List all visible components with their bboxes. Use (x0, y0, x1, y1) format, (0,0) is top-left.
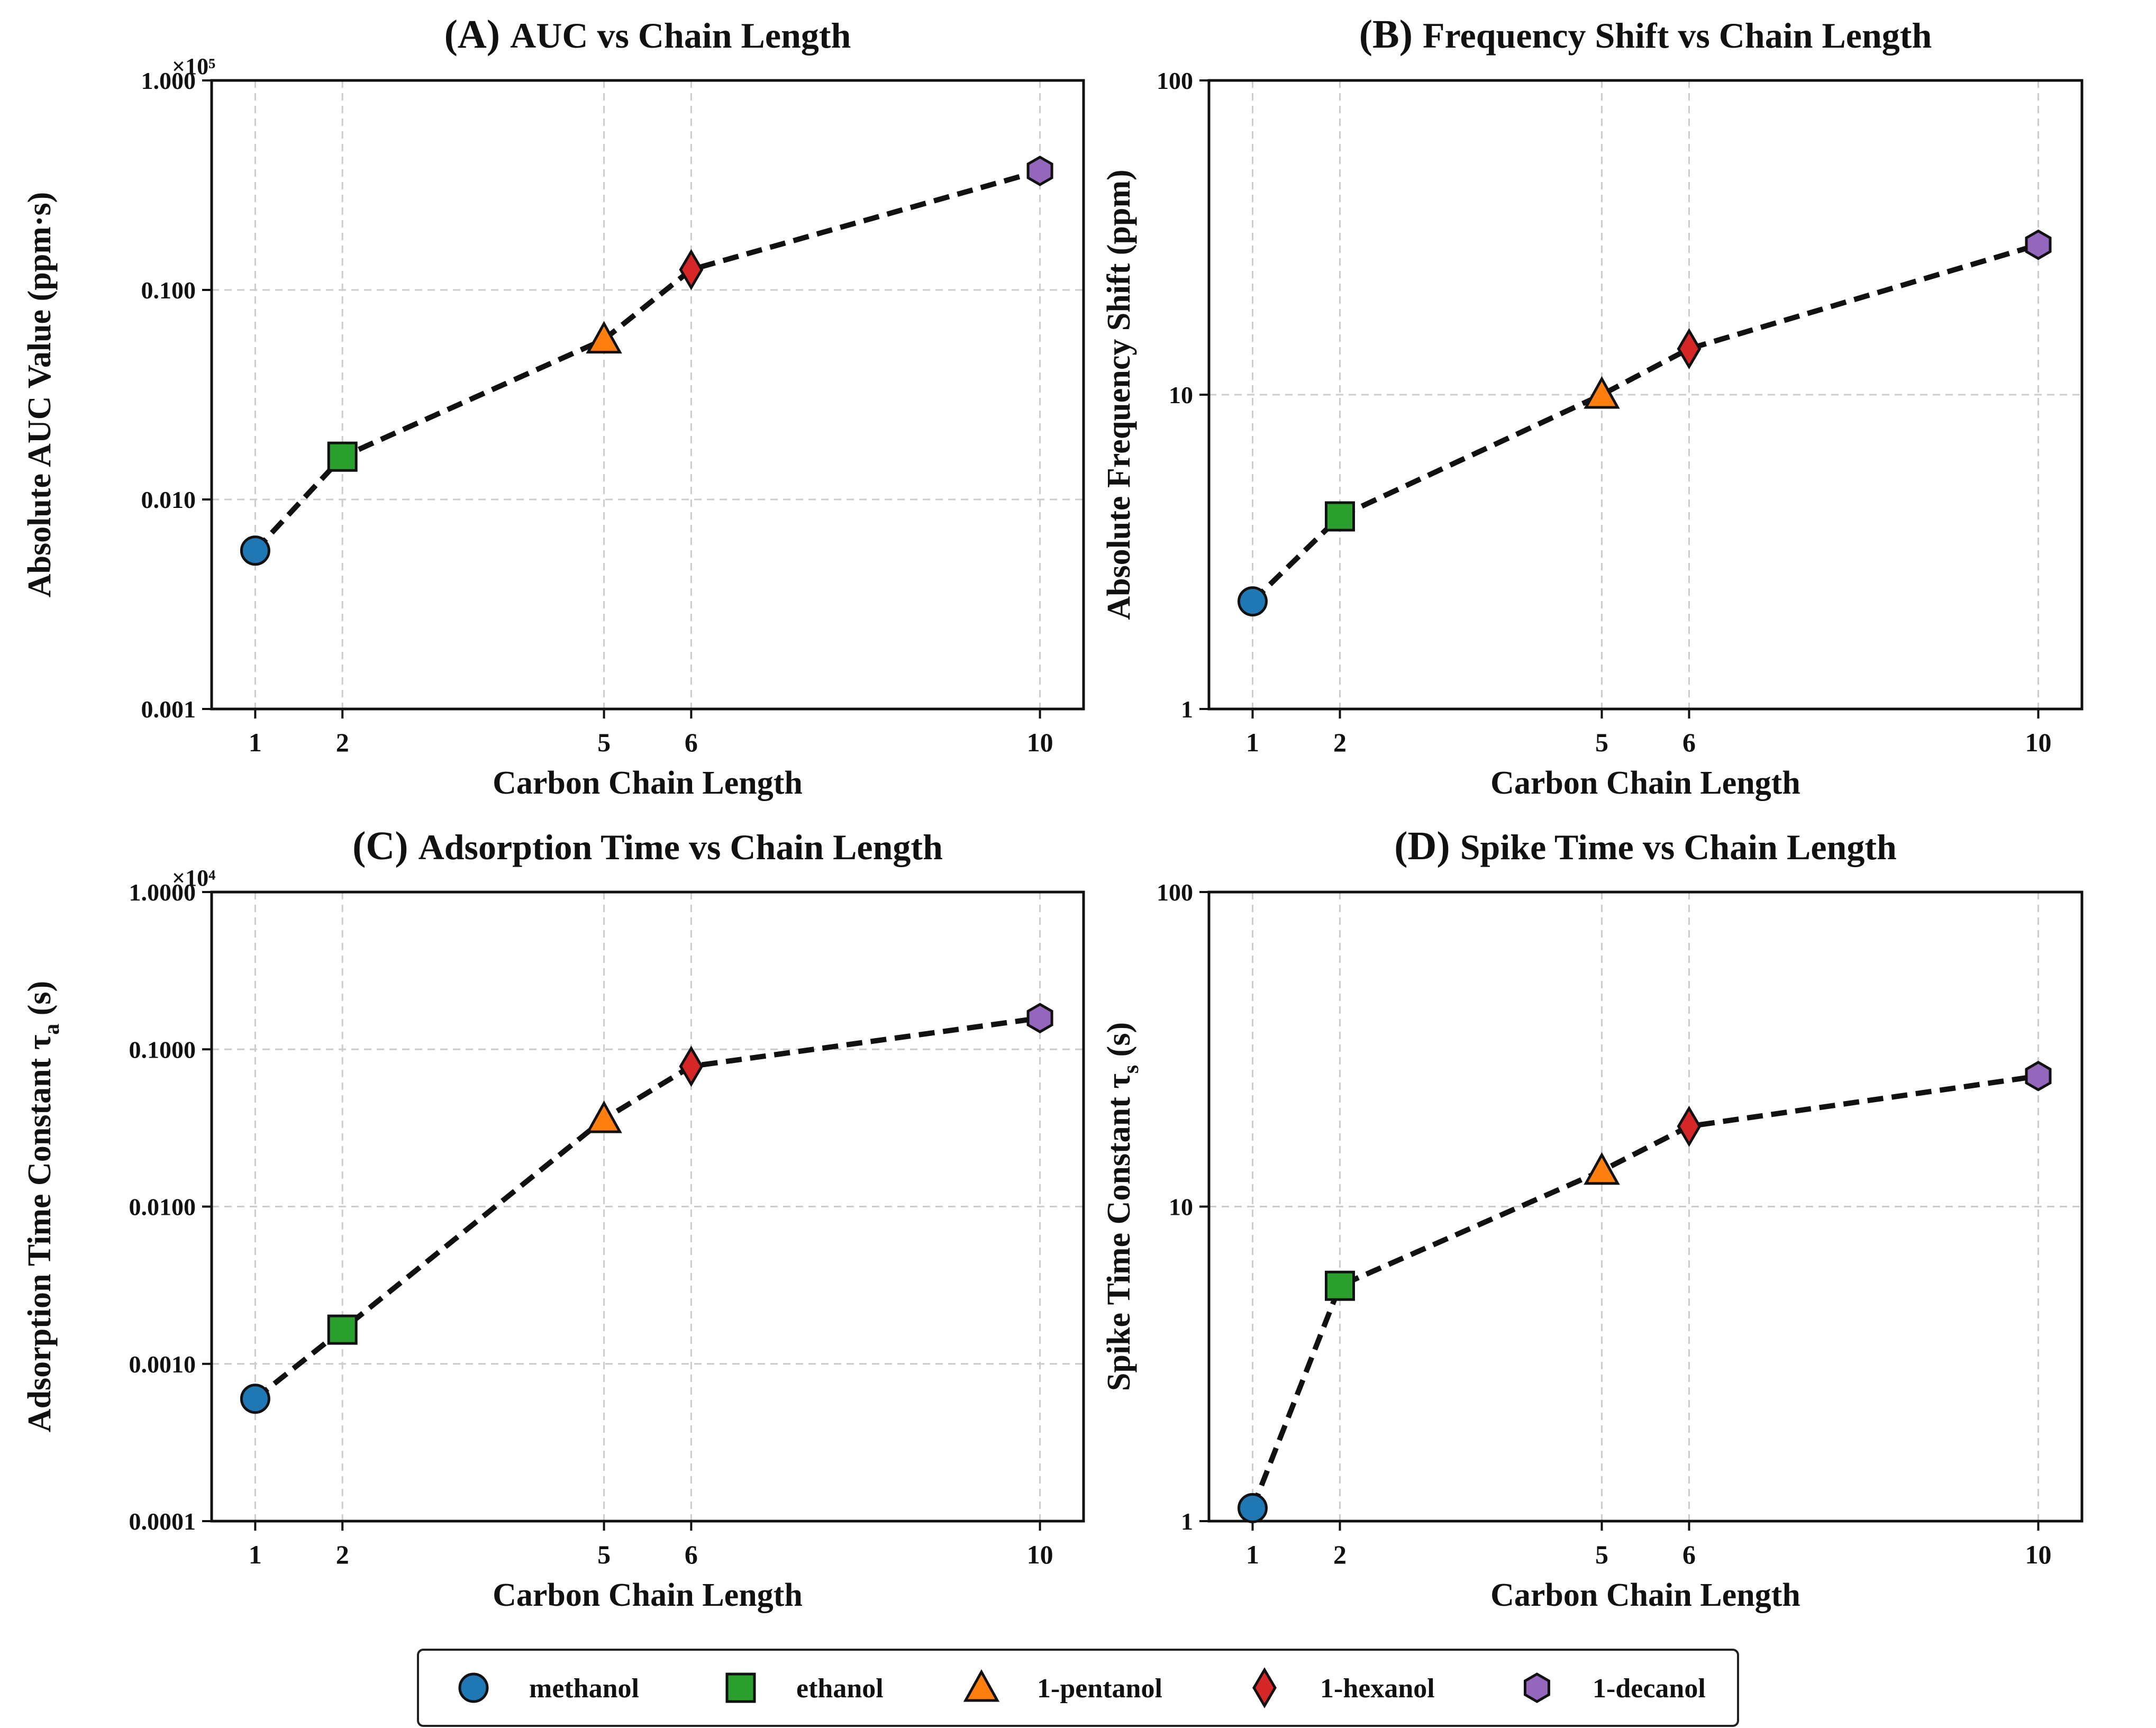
legend-label: 1-hexanol (1320, 1674, 1435, 1704)
legend-item-1-pentanol: 1-pentanol (963, 1669, 1162, 1704)
panel-title: (B) Frequency Shift vs Chain Length (1359, 12, 1932, 57)
y-offset-label: ×10⁴ (172, 865, 215, 891)
y-tick-label: 0.010 (141, 486, 196, 513)
y-tick-label: 10 (1169, 381, 1193, 408)
legend-marker-triangle-icon (963, 1669, 1000, 1702)
x-axis-label: Carbon Chain Length (1490, 765, 1800, 801)
y-tick-label: 1.000 (141, 67, 196, 94)
data-point-1-hexanol (1677, 1105, 1702, 1147)
data-point-1-pentanol (586, 1100, 622, 1133)
legend-label: methanol (529, 1674, 639, 1704)
series-line (1251, 242, 2039, 604)
data-point-1-decanol (1026, 1003, 1053, 1034)
data-point-1-hexanol (1677, 328, 1702, 370)
x-tick-label: 10 (2025, 727, 2052, 757)
data-point-methanol (1238, 1493, 1268, 1523)
panel-a: 1 2 5 6 10 0.001 0.010 0.100 1.000×10⁵ (A) AUC vs… (22, 12, 1085, 801)
data-point-ethanol (327, 441, 358, 472)
data-point-methanol (240, 535, 270, 566)
legend-marker-diamond-icon (1252, 1667, 1277, 1708)
y-offset-label: ×10⁵ (172, 53, 215, 79)
panel-title: (D) Spike Time vs Chain Length (1394, 824, 1897, 868)
data-point-ethanol (1325, 1270, 1355, 1301)
x-tick-label: 10 (1027, 1540, 1053, 1569)
panel-title: (C) Adsorption Time vs Chain Length (352, 824, 943, 868)
y-tick-label: 0.0001 (129, 1508, 196, 1535)
data-point-methanol (240, 1384, 270, 1414)
legend-item-ethanol: ethanol (725, 1672, 884, 1704)
legend-marker-square-icon (725, 1672, 756, 1703)
y-axis-label: Absolute Frequency Shift (ppm) (1101, 169, 1137, 620)
data-point-ethanol (1325, 501, 1355, 532)
legend-frame (417, 1649, 1739, 1727)
y-tick-label: 1.0000 (129, 879, 196, 906)
x-tick-label: 5 (1595, 1540, 1608, 1569)
y-tick-label: 10 (1169, 1194, 1193, 1221)
legend-marker-circle-icon (458, 1672, 489, 1703)
x-tick-label: 2 (336, 1540, 349, 1569)
legend: methanol ethanol 1-pentanol 1-hexanol 1-deca… (417, 1649, 1739, 1727)
x-tick-label: 1 (249, 1540, 262, 1569)
data-point-1-pentanol (586, 321, 622, 354)
y-axis-label: Absolute AUC Value (ppm·s) (22, 192, 58, 598)
panel-c: 1 2 5 6 10 0.0001 0.0010 0.0100 0.1000 1.0000×10⁴… (22, 824, 1085, 1613)
x-tick-label: 2 (1333, 727, 1347, 757)
data-point-methanol (1238, 586, 1268, 617)
y-tick-label: 100 (1157, 67, 1193, 94)
x-tick-label: 1 (1246, 1540, 1259, 1569)
y-axis-label: Spike Time Constant τs (s) (1101, 1022, 1143, 1391)
y-tick-label: 0.0100 (129, 1194, 196, 1221)
x-tick-label: 1 (1246, 727, 1259, 757)
y-tick-label: 1 (1181, 1508, 1193, 1535)
x-axis-label: Carbon Chain Length (1490, 1577, 1800, 1613)
x-tick-label: 6 (1682, 1540, 1696, 1569)
data-point-ethanol (327, 1314, 358, 1345)
x-tick-label: 6 (1682, 727, 1696, 757)
x-tick-label: 6 (685, 1540, 698, 1569)
data-point-1-decanol (2025, 229, 2052, 260)
x-axis-label: Carbon Chain Length (493, 1577, 803, 1613)
x-tick-label: 6 (685, 727, 698, 757)
x-tick-label: 5 (597, 727, 611, 757)
y-tick-label: 0.100 (141, 277, 196, 304)
panel-b: 1 2 5 6 10 1 10 100 (B) Frequency Shift vs Chain… (1101, 12, 2084, 801)
plot-frame (210, 79, 1085, 711)
x-tick-label: 1 (249, 727, 262, 757)
legend-item-1-hexanol: 1-hexanol (1252, 1667, 1435, 1708)
y-tick-label: 100 (1157, 879, 1193, 906)
legend-label: 1-decanol (1593, 1674, 1706, 1704)
data-point-1-hexanol (679, 249, 704, 290)
x-tick-label: 5 (1595, 727, 1608, 757)
panel-title: (A) AUC vs Chain Length (444, 12, 851, 57)
x-tick-label: 10 (2025, 1540, 2052, 1569)
panel-d: 1 2 5 6 10 1 10 100 (D) Spike Time vs Chain Leng… (1101, 824, 2084, 1613)
x-tick-label: 5 (597, 1540, 611, 1569)
data-point-1-decanol (1026, 156, 1053, 186)
data-point-1-decanol (2025, 1060, 2052, 1092)
legend-item-1-decanol: 1-decanol (1524, 1672, 1706, 1704)
data-point-1-pentanol (1584, 376, 1620, 409)
y-tick-label: 0.0010 (129, 1351, 196, 1378)
data-point-1-pentanol (1584, 1152, 1620, 1185)
y-axis-label: Adsorption Time Constant τa (s) (22, 981, 64, 1432)
legend-label: 1-pentanol (1037, 1674, 1162, 1704)
y-tick-label: 1 (1181, 696, 1193, 723)
y-tick-label: 0.001 (141, 696, 196, 723)
x-tick-label: 10 (1027, 727, 1053, 757)
x-tick-label: 2 (1333, 1540, 1347, 1569)
data-point-1-hexanol (679, 1045, 704, 1087)
legend-marker-hexagon-icon (1524, 1672, 1550, 1703)
legend-item-methanol: methanol (458, 1672, 639, 1704)
legend-label: ethanol (796, 1674, 884, 1704)
x-axis-label: Carbon Chain Length (493, 765, 803, 801)
y-tick-label: 0.1000 (129, 1036, 196, 1063)
x-tick-label: 2 (336, 727, 349, 757)
